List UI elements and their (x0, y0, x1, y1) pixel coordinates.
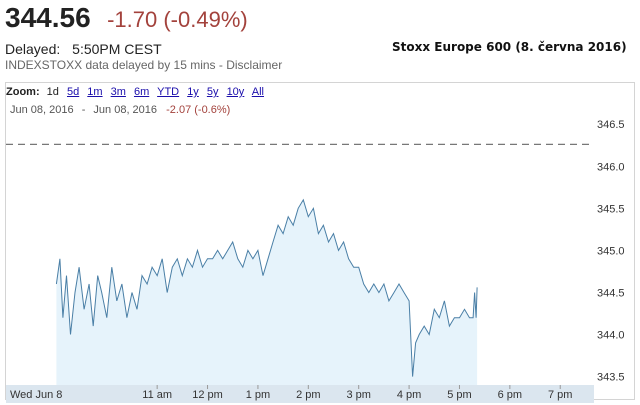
x-tick-label: 5 pm (447, 389, 471, 401)
range-from[interactable]: Jun 08, 2016 (10, 104, 74, 116)
price-line (55, 198, 478, 377)
y-tick-label: 344.5 (597, 287, 625, 299)
x-tick-label: 1 pm (246, 389, 270, 401)
x-tick-label: 6 pm (498, 389, 522, 401)
x-tick-label: 2 pm (296, 389, 320, 401)
zoom-10y-button[interactable]: 10y (226, 86, 245, 98)
x-tick-label: 7 pm (548, 389, 572, 401)
chart-caption: Stoxx Europe 600 (8. června 2016) (392, 40, 627, 54)
zoom-all-button[interactable]: All (251, 86, 264, 98)
quote-header: 344.56 -1.70 (-0.49%) (5, 2, 248, 38)
x-tick-label: Wed Jun 8 (10, 389, 62, 401)
delay-info: Delayed: 5:50PM CEST (5, 41, 162, 57)
y-tick-label: 346.5 (597, 119, 625, 131)
y-tick-label: 344.0 (597, 330, 625, 342)
x-tick-label: 12 pm (192, 389, 223, 401)
zoom-5d-button[interactable]: 5d (66, 86, 80, 98)
zoom-1y-button[interactable]: 1y (187, 86, 199, 98)
x-tick-label: 11 am (142, 389, 172, 401)
x-tick-label: 3 pm (346, 389, 370, 401)
x-axis-band (6, 385, 594, 403)
zoom-label: Zoom: (6, 86, 40, 98)
price-change: -1.70 (-0.49%) (107, 7, 248, 32)
delayed-label: Delayed: (5, 41, 61, 57)
zoom-bar: Zoom: 1d 5d 1m 3m 6m YTD 1y 5y 10y All (6, 86, 269, 98)
y-tick-label: 343.5 (597, 372, 625, 384)
zoom-ytd-button[interactable]: YTD (157, 86, 180, 98)
price-area (56, 199, 478, 385)
last-price: 344.56 (5, 2, 91, 33)
zoom-5y-button[interactable]: 5y (206, 86, 219, 98)
y-tick-label: 346.0 (597, 161, 625, 173)
zoom-6m-button[interactable]: 6m (133, 86, 150, 98)
zoom-3m-button[interactable]: 3m (110, 86, 126, 98)
y-tick-label: 345.0 (597, 245, 625, 257)
delayed-time: 5:50PM CEST (72, 41, 162, 57)
range-to[interactable]: Jun 08, 2016 (93, 104, 158, 116)
date-range: Jun 08, 2016 - Jun 08, 2016 -2.07 (-0.6%… (10, 104, 230, 116)
zoom-1m-button[interactable]: 1m (87, 86, 103, 98)
data-source[interactable]: INDEXSTOXX data delayed by 15 mins - Dis… (5, 58, 283, 72)
range-separator: - (81, 104, 86, 116)
zoom-1d-button[interactable]: 1d (46, 86, 59, 98)
x-tick-label: 4 pm (397, 389, 421, 401)
range-change: -2.07 (-0.6%) (166, 104, 231, 116)
y-tick-label: 345.5 (597, 203, 625, 215)
